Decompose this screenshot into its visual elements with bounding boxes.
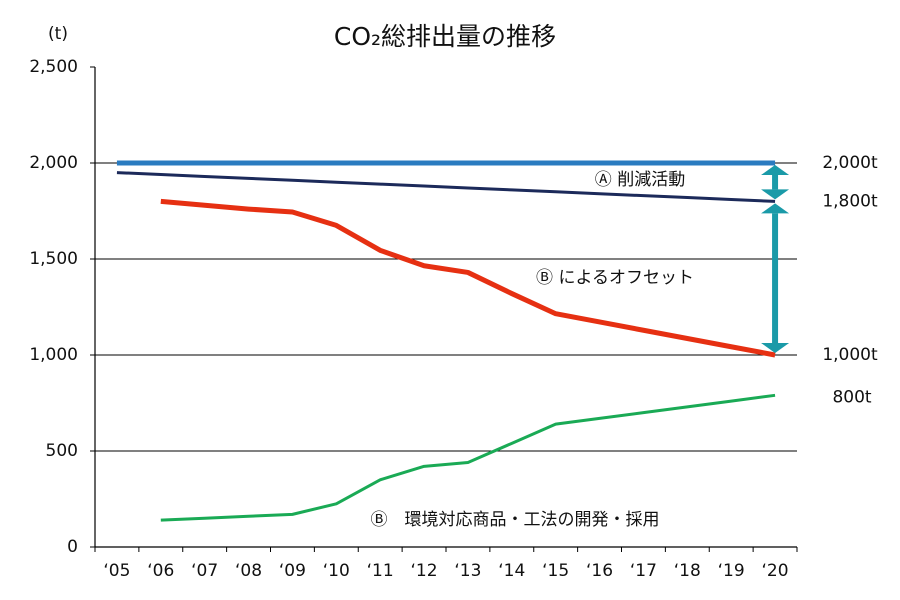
x-tick-label: ‘05: [103, 561, 130, 581]
chart-title: CO₂総排出量の推移: [334, 22, 556, 51]
arrow-head: [761, 189, 790, 200]
y-tick-label: 2,000: [29, 153, 78, 173]
annotation: 1,800t: [822, 191, 878, 211]
series-line: [160, 198, 776, 358]
arrow-head: [761, 343, 790, 353]
x-tick-label: ‘13: [454, 561, 481, 581]
x-tick-label: ‘15: [542, 561, 569, 581]
y-tick-label: 0: [67, 537, 78, 557]
x-tick-label: ‘20: [762, 561, 789, 581]
x-tick-label: ‘14: [498, 561, 525, 581]
y-tick-label: 1,500: [29, 249, 78, 269]
y-tick-label: 2,500: [29, 57, 78, 77]
x-tick-label: ‘09: [279, 561, 306, 581]
x-tick-label: ‘18: [674, 561, 701, 581]
annotation: 1,000t: [822, 345, 878, 365]
x-tick-label: ‘08: [235, 561, 262, 581]
arrow-head: [761, 165, 790, 175]
series-line: [116, 171, 776, 203]
annotation: Ⓑ によるオフセット: [536, 268, 694, 288]
arrow-head: [761, 203, 790, 214]
x-tick-label: ‘12: [411, 561, 438, 581]
annotation: 2,000t: [822, 153, 878, 173]
annotation: 800t: [832, 387, 871, 407]
y-axis-unit: (t): [48, 24, 68, 44]
series-line: [160, 393, 776, 522]
y-tick-label: 1,000: [29, 345, 78, 365]
x-tick-label: ‘17: [630, 561, 657, 581]
x-tick-label: ‘06: [147, 561, 174, 581]
x-tick-label: ‘11: [367, 561, 394, 581]
annotation: Ⓐ 削減活動: [595, 170, 685, 190]
x-tick-label: ‘16: [586, 561, 613, 581]
annotation: Ⓑ 環境対応商品・工法の開発・採用: [371, 510, 660, 530]
y-tick-label: 500: [46, 441, 78, 461]
x-tick-label: ‘19: [718, 561, 745, 581]
x-tick-label: ‘07: [191, 561, 218, 581]
x-tick-label: ‘10: [323, 561, 350, 581]
